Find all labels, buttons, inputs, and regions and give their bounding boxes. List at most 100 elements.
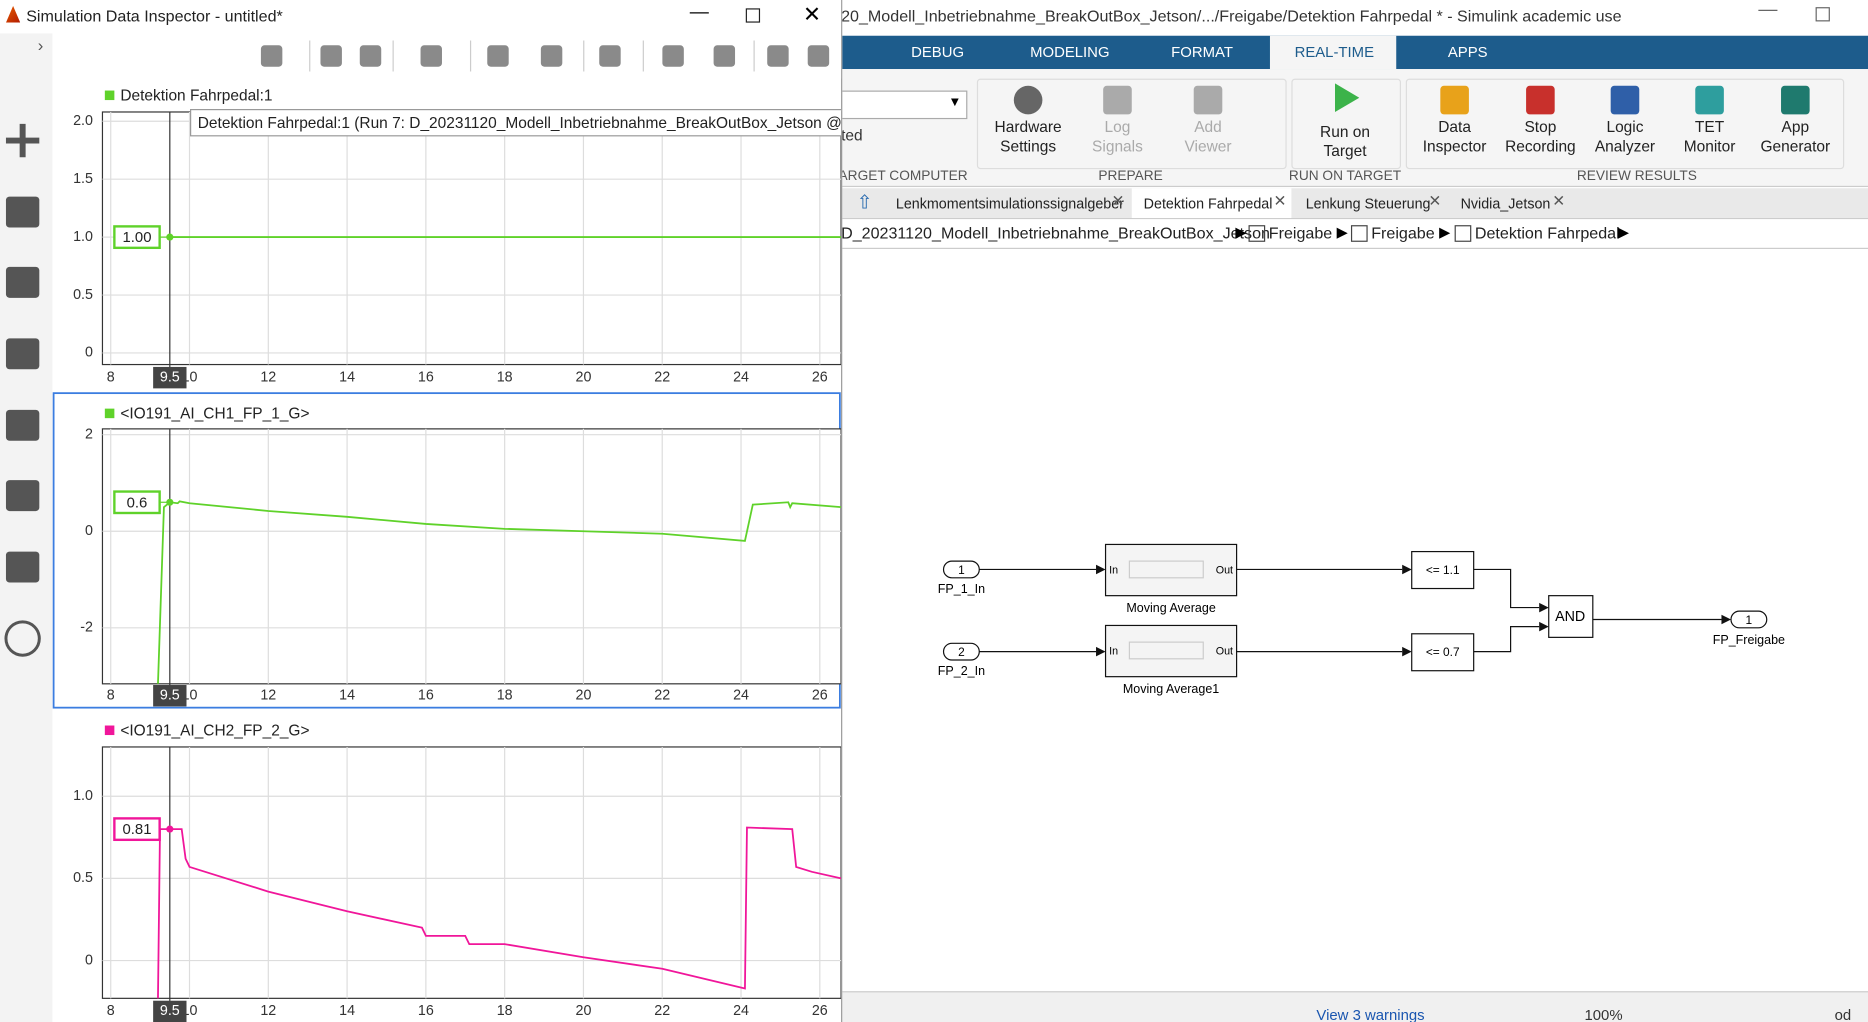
toolbar-icon[interactable] [713,45,736,67]
sidebar-icon[interactable] [4,620,41,657]
x-tick-label: 18 [497,688,513,704]
up-button[interactable]: ⇧ [856,192,873,214]
breadcrumb-item[interactable]: Freigabe [1268,223,1333,242]
ribbon-button-label[interactable]: Run on [1320,122,1370,141]
cursor-readout: 0.6 [127,495,148,511]
toolbar-icon[interactable] [420,45,442,67]
ribbon-button-label[interactable]: Data [1438,117,1471,136]
sidebar-icon[interactable] [5,338,40,370]
window-title: 20_Modell_Inbetriebnahme_BreakOutBox_Jet… [841,7,1622,26]
ribbon-button-label[interactable]: Analyzer [1594,137,1656,155]
ribbon-section-frame [1291,78,1402,170]
toolbar-icon[interactable] [260,45,283,67]
ribbon-tab[interactable]: REAL-TIME [1294,44,1375,61]
toolbar-icon[interactable] [807,45,830,67]
doc-tab-close[interactable]: ✕ [1552,191,1566,210]
toolbar-icon[interactable] [320,45,342,67]
ribbon-button-icon[interactable] [1610,85,1640,115]
ribbon-button-label[interactable]: App [1781,117,1810,136]
outport[interactable] [1730,610,1768,629]
ribbon-section-frame [976,78,1287,170]
y-tick-label: 0 [85,523,93,539]
ribbon-tab[interactable]: MODELING [1030,44,1110,61]
icon-shape [5,480,40,512]
breadcrumb-item[interactable]: Detektion Fahrpedal [1474,223,1620,242]
sidebar-icon[interactable] [5,409,40,441]
cursor-label-bg [153,1000,187,1022]
ribbon-button-label[interactable]: Hardware [994,117,1062,136]
doc-tab-close[interactable]: ✕ [1428,191,1442,210]
sdi-toolbar [52,33,842,79]
breadcrumb-item[interactable]: D_20231120_Modell_Inbetriebnahme_BreakOu… [841,223,1270,242]
compare-block[interactable] [1411,550,1475,590]
breadcrumb-icon [1248,225,1266,242]
sdi-plots: ›8 10 12 14 16 18 20 22 24 2600.51.01.52.0Detekti… [4,36,842,1022]
doc-tab-close[interactable]: ✕ [1273,191,1287,210]
toolbar-icon[interactable] [767,45,789,67]
ribbon-tab[interactable]: FORMAT [1171,44,1233,61]
ribbon-tab[interactable]: DEBUG [911,44,965,61]
minimize[interactable]: — [1758,0,1778,21]
subsystem-block[interactable] [1104,624,1238,678]
ribbon-button-label[interactable]: Generator [1760,137,1831,155]
toolbar-icon[interactable] [662,45,684,67]
doc-tab[interactable]: Detektion Fahrpedal [1143,195,1273,213]
x-tick-label: 12 [260,688,276,704]
close[interactable]: ✕ [802,2,821,27]
sidebar-icon[interactable] [5,266,40,298]
toolbar-icon[interactable] [487,45,509,67]
sidebar-icon[interactable] [5,480,40,512]
ribbon-button-icon[interactable] [1695,85,1724,115]
legend-swatch [104,408,115,419]
ribbon-button-label[interactable]: TET [1694,117,1725,136]
ribbon-button-icon[interactable] [1526,85,1555,115]
logic-block[interactable] [1548,595,1594,638]
plot-area [101,428,842,685]
ribbon-section-label: TARGET COMPUTER [831,169,968,184]
icon-shape [5,551,40,583]
ribbon-button-label[interactable]: Inspector [1422,137,1487,155]
doc-tab[interactable]: Nvidia_Jetson [1460,195,1551,213]
arrowhead [1539,602,1549,613]
toolbar-icon[interactable] [599,45,621,67]
target-dropdown[interactable]: ▼ [841,90,968,120]
ribbon-button-label[interactable]: Recording [1505,137,1576,155]
sidebar-icon[interactable] [5,196,40,228]
sidebar-icon[interactable] [5,551,40,583]
x-tick-label: 8 [107,369,115,385]
maximize[interactable] [745,8,761,23]
ribbon-section-label: PREPARE [1098,169,1163,184]
ribbon-button-label[interactable]: Settings [1000,137,1057,155]
doc-tab[interactable]: Lenkmomentsimulationssignalgeber [895,195,1124,213]
ribbon-section-label: RUN ON TARGET [1288,169,1402,184]
ribbon-button-icon[interactable] [1440,85,1469,115]
x-tick-label: 18 [497,1003,513,1019]
subsystem-block[interactable] [1104,543,1238,597]
ribbon-button-label[interactable]: Stop [1524,117,1557,136]
ribbon-button-icon[interactable] [1013,85,1043,115]
doc-tab[interactable]: Lenkung Steuerung [1305,195,1431,213]
ribbon-button-icon [1193,85,1223,115]
x-tick-label: 26 [812,688,828,704]
ribbon-button-label[interactable]: Logic [1606,117,1644,136]
x-tick-label: 8 [107,688,115,704]
subsystem-preview [1128,641,1204,660]
legend-swatch [104,90,115,101]
x-tick-label: 20 [576,1003,592,1019]
sidebar-toggle[interactable]: › [38,36,44,55]
doc-tab-close[interactable]: ✕ [1111,191,1125,210]
ribbon-button-icon[interactable] [1781,85,1810,115]
toolbar-icon[interactable] [540,45,563,67]
port-label: In [1109,645,1118,657]
breadcrumb-item[interactable]: Freigabe [1371,223,1435,242]
ribbon-button-label[interactable]: Monitor [1683,137,1736,155]
maximize[interactable] [1815,7,1830,22]
warnings-link[interactable]: View 3 warnings [1316,1006,1425,1022]
compare-block[interactable] [1411,633,1475,672]
ribbon-button-label[interactable]: Target [1323,141,1367,160]
legend-label: <IO191_AI_CH2_FP_2_G> [120,723,309,740]
minimize[interactable]: — [689,2,709,23]
toolbar-icon[interactable] [359,45,382,67]
ribbon-tab[interactable]: APPS [1447,44,1488,61]
